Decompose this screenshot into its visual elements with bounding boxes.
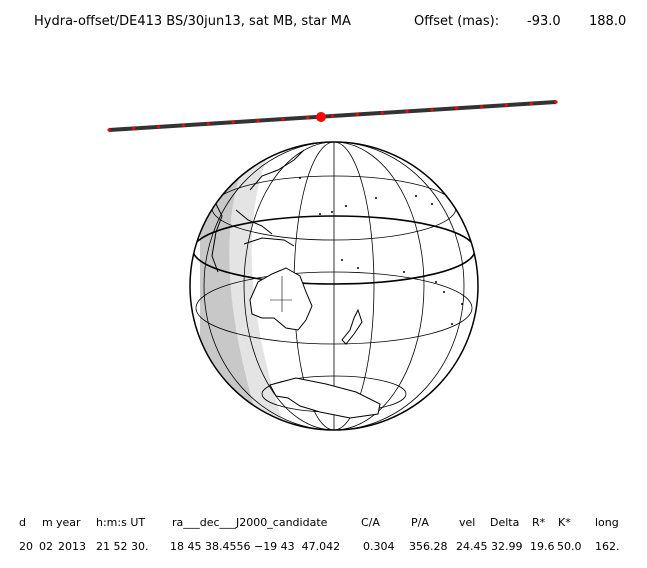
cell-rstar: 19.6: [530, 540, 555, 553]
track-tick: [157, 125, 161, 129]
track-tick: [256, 119, 260, 123]
track-tick: [206, 122, 210, 126]
asia-islands-outline: [235, 149, 305, 247]
track-tick: [529, 102, 533, 106]
asia-coast-outline: [211, 199, 223, 273]
globe-limb: [189, 141, 479, 431]
track-tick: [455, 106, 459, 110]
cell-pa: 356.28: [409, 540, 448, 553]
track-tick: [306, 116, 310, 120]
track-tick: [281, 117, 285, 121]
col-header-time: h:m:s UT: [96, 516, 146, 529]
meridian-line: [243, 142, 425, 430]
track-tick: [231, 120, 235, 124]
meridian-line: [203, 142, 465, 430]
track-tick: [504, 103, 508, 107]
col-header-year: year: [56, 516, 81, 529]
track-tick: [554, 100, 558, 104]
plot-title: Hydra-offset/DE413 BS/30jun13, sat MB, s…: [34, 14, 351, 29]
col-header-pa: P/A: [411, 516, 429, 529]
cell-m: 02: [39, 540, 53, 553]
cell-ca: 0.304: [363, 540, 395, 553]
antarctica-outline: [269, 377, 381, 419]
offset-label: Offset (mas):: [414, 14, 500, 29]
cell-kstar: 50.0: [557, 540, 582, 553]
track-tick: [405, 109, 409, 113]
col-header-radec: ra___dec___J2000_candidate: [172, 516, 328, 529]
offset-y-value: 188.0: [589, 14, 627, 29]
cell-long: 162.: [595, 540, 620, 553]
col-header-delta: Delta: [490, 516, 520, 529]
plot-title-row: Hydra-offset/DE413 BS/30jun13, sat MB, s…: [34, 14, 626, 89]
track-tick: [132, 126, 136, 130]
cell-delta: 32.99: [491, 540, 523, 553]
offset-x-value: -93.0: [527, 14, 561, 29]
col-header-m: m: [42, 516, 53, 529]
pacific-islands: [299, 177, 463, 325]
cell-time: 21 52 30.: [96, 540, 149, 553]
cell-radec: 18 45 38.4556 −19 43 47.042: [170, 540, 341, 553]
col-header-kstar: K*: [558, 516, 571, 529]
continent-outlines: [211, 149, 381, 419]
col-header-d: d: [19, 516, 26, 529]
track-tick: [355, 112, 359, 116]
cell-d: 20: [19, 540, 33, 553]
track-tick: [107, 128, 111, 132]
col-header-vel: vel: [459, 516, 476, 529]
cell-vel: 24.45: [456, 540, 488, 553]
australia-borders: [270, 276, 292, 312]
track-tick: [330, 114, 335, 118]
cell-year: 2013: [58, 540, 86, 553]
earth-globe: [189, 141, 479, 431]
track-tick: [380, 111, 384, 115]
track-time-ticks: [107, 100, 558, 132]
new-zealand-outline: [341, 308, 363, 345]
col-header-ca: C/A: [361, 516, 380, 529]
shadow-track: [107, 100, 558, 132]
closest-approach-marker: [316, 112, 326, 122]
track-tick: [430, 108, 434, 112]
col-header-long: long: [595, 516, 619, 529]
night-zone: [200, 152, 258, 430]
parallel-line: [195, 271, 473, 345]
track-tick: [181, 123, 186, 127]
track-tick: [479, 105, 484, 109]
australia-outline: [249, 267, 313, 331]
col-header-rstar: R*: [532, 516, 546, 529]
